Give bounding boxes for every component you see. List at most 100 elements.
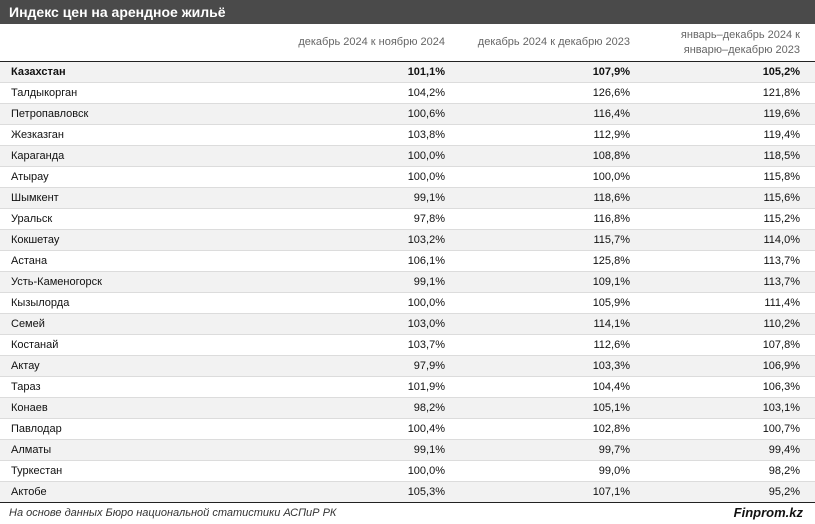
value-dec-vs-nov: 100,0% <box>407 465 445 477</box>
region-cell: Астана <box>11 255 48 267</box>
region-cell: Алматы <box>11 444 52 456</box>
region-cell: Уральск <box>11 213 53 225</box>
region-cell: Семей <box>11 318 45 330</box>
table-row: Астана 106,1% 125,8% 113,7% <box>0 251 815 272</box>
value-dec-vs-dec: 99,7% <box>598 444 630 456</box>
value-dec-vs-nov: 106,1% <box>407 255 445 267</box>
value-dec-vs-dec: 105,1% <box>592 402 630 414</box>
value-dec-vs-dec: 116,8% <box>593 213 631 225</box>
region-cell: Актау <box>11 360 40 372</box>
brand-logo: Finprom.kz <box>733 505 803 520</box>
value-dec-vs-nov: 103,7% <box>407 339 445 351</box>
header-region <box>0 24 190 61</box>
table-row: Казахстан 101,1% 107,9% 105,2% <box>0 62 815 83</box>
table-footer: На основе данных Бюро национальной стати… <box>0 502 815 522</box>
table-body: Казахстан 101,1% 107,9% 105,2% Талдыкорган 10… <box>0 62 815 503</box>
header-dec-vs-nov: декабрь 2024 к ноябрю 2024 <box>298 36 445 48</box>
table-row: Караганда 100,0% 108,8% 118,5% <box>0 146 815 167</box>
region-cell: Тараз <box>11 381 41 393</box>
table-row: Костанай 103,7% 112,6% 107,8% <box>0 335 815 356</box>
value-dec-vs-nov: 97,9% <box>413 360 445 372</box>
value-dec-vs-dec: 108,8% <box>592 150 630 162</box>
table-row: Петропавловск 100,6% 116,4% 119,6% <box>0 104 815 125</box>
region-cell: Усть-Каменогорск <box>11 276 102 288</box>
table-title: Индекс цен на арендное жильё <box>0 0 815 24</box>
value-dec-vs-dec: 102,8% <box>592 423 630 435</box>
value-year-vs-year: 121,8% <box>762 87 800 99</box>
value-year-vs-year: 114,0% <box>763 234 801 246</box>
value-dec-vs-nov: 99,1% <box>413 192 445 204</box>
value-year-vs-year: 111,4% <box>764 297 800 309</box>
value-year-vs-year: 107,8% <box>762 339 800 351</box>
region-cell: Кызылорда <box>11 297 70 309</box>
value-dec-vs-nov: 100,6% <box>407 108 445 120</box>
value-dec-vs-nov: 100,0% <box>407 150 445 162</box>
value-dec-vs-nov: 101,9% <box>407 381 445 393</box>
region-cell: Жезказган <box>11 129 64 141</box>
table-row: Талдыкорган 104,2% 126,6% 121,8% <box>0 83 815 104</box>
source-note: На основе данных Бюро национальной стати… <box>9 506 337 519</box>
value-dec-vs-dec: 107,9% <box>592 66 630 78</box>
value-dec-vs-nov: 99,1% <box>413 276 445 288</box>
value-dec-vs-nov: 100,4% <box>407 423 445 435</box>
table-row: Павлодар 100,4% 102,8% 100,7% <box>0 419 815 440</box>
region-cell: Конаев <box>11 402 48 414</box>
value-dec-vs-dec: 114,1% <box>593 318 631 330</box>
value-dec-vs-nov: 103,0% <box>407 318 445 330</box>
region-cell: Петропавловск <box>11 108 89 120</box>
table-row: Жезказган 103,8% 112,9% 119,4% <box>0 125 815 146</box>
table-row: Туркестан 100,0% 99,0% 98,2% <box>0 461 815 482</box>
value-dec-vs-nov: 104,2% <box>407 87 445 99</box>
value-year-vs-year: 106,9% <box>762 360 800 372</box>
region-cell: Талдыкорган <box>11 87 78 99</box>
value-year-vs-year: 119,4% <box>763 129 801 141</box>
value-dec-vs-dec: 99,0% <box>598 465 630 477</box>
value-dec-vs-dec: 100,0% <box>592 171 630 183</box>
value-year-vs-year: 100,7% <box>762 423 800 435</box>
table-row: Конаев 98,2% 105,1% 103,1% <box>0 398 815 419</box>
value-dec-vs-dec: 125,8% <box>592 255 630 267</box>
value-year-vs-year: 103,1% <box>762 402 800 414</box>
value-year-vs-year: 110,2% <box>763 318 801 330</box>
table-row: Уральск 97,8% 116,8% 115,2% <box>0 209 815 230</box>
table-row: Атырау 100,0% 100,0% 115,8% <box>0 167 815 188</box>
value-year-vs-year: 119,6% <box>763 108 801 120</box>
value-dec-vs-dec: 116,4% <box>593 108 631 120</box>
table-row: Семей 103,0% 114,1% 110,2% <box>0 314 815 335</box>
value-dec-vs-nov: 100,0% <box>407 171 445 183</box>
table-row: Актобе 105,3% 107,1% 95,2% <box>0 482 815 503</box>
table-row: Кызылорда 100,0% 105,9% 111,4% <box>0 293 815 314</box>
table-row: Тараз 101,9% 104,4% 106,3% <box>0 377 815 398</box>
value-dec-vs-nov: 100,0% <box>407 297 445 309</box>
table-row: Усть-Каменогорск 99,1% 109,1% 113,7% <box>0 272 815 293</box>
value-dec-vs-dec: 104,4% <box>592 381 630 393</box>
value-year-vs-year: 99,4% <box>768 444 800 456</box>
value-year-vs-year: 106,3% <box>762 381 800 393</box>
table-row: Актау 97,9% 103,3% 106,9% <box>0 356 815 377</box>
header-year-vs-year: январь–декабрь 2024 к январю–декабрю 202… <box>680 28 800 56</box>
region-cell: Костанай <box>11 339 59 351</box>
value-year-vs-year: 105,2% <box>762 66 800 78</box>
value-dec-vs-nov: 101,1% <box>407 66 445 78</box>
value-dec-vs-dec: 118,6% <box>593 192 631 204</box>
value-year-vs-year: 98,2% <box>768 465 800 477</box>
value-dec-vs-nov: 103,2% <box>407 234 445 246</box>
value-dec-vs-dec: 103,3% <box>592 360 630 372</box>
table-row: Алматы 99,1% 99,7% 99,4% <box>0 440 815 461</box>
value-dec-vs-dec: 115,7% <box>593 234 631 246</box>
value-year-vs-year: 118,5% <box>763 150 801 162</box>
value-dec-vs-nov: 97,8% <box>413 213 445 225</box>
value-dec-vs-nov: 105,3% <box>407 486 445 498</box>
header-dec-vs-dec: декабрь 2024 к декабрю 2023 <box>477 36 630 48</box>
region-cell: Туркестан <box>11 465 63 477</box>
table-row: Кокшетау 103,2% 115,7% 114,0% <box>0 230 815 251</box>
region-cell: Павлодар <box>11 423 62 435</box>
value-dec-vs-dec: 112,6% <box>593 339 631 351</box>
value-dec-vs-dec: 105,9% <box>592 297 630 309</box>
value-year-vs-year: 113,7% <box>763 255 801 267</box>
region-cell: Шымкент <box>11 192 59 204</box>
value-year-vs-year: 115,2% <box>763 213 801 225</box>
value-dec-vs-dec: 109,1% <box>592 276 630 288</box>
table-header: декабрь 2024 к ноябрю 2024 декабрь 2024 … <box>0 24 815 62</box>
